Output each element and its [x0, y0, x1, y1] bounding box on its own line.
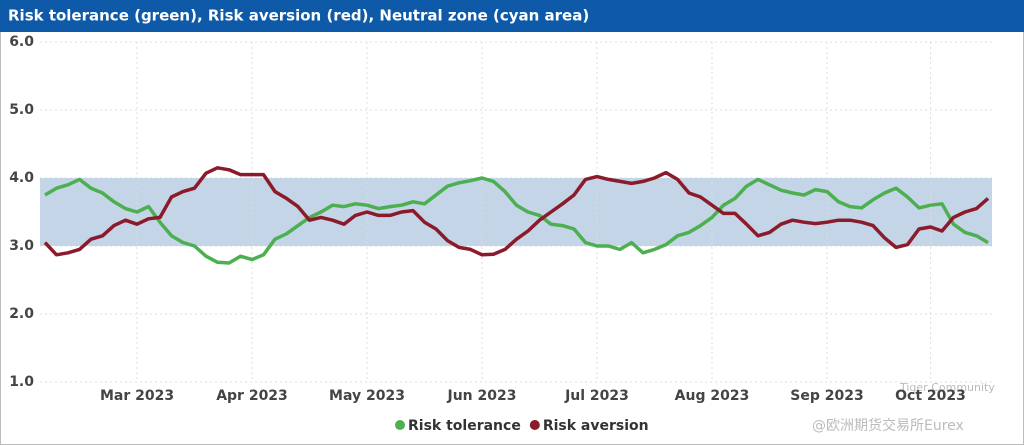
x-tick-label: Oct 2023 [895, 388, 966, 404]
x-tick-label: Apr 2023 [216, 388, 288, 404]
watermark: @欧洲期货交易所Eurex [812, 417, 964, 434]
chart-title: Risk tolerance (green), Risk aversion (r… [8, 7, 589, 25]
x-tick-label: Jul 2023 [564, 388, 629, 404]
y-tick-label: 4.0 [9, 170, 34, 186]
x-tick-label: Mar 2023 [100, 388, 174, 404]
x-tick-label: Aug 2023 [675, 388, 750, 404]
legend-marker [529, 420, 540, 430]
legend-marker [395, 420, 405, 430]
x-tick-label: Sep 2023 [790, 388, 863, 404]
y-tick-label: 3.0 [9, 238, 34, 254]
neutral-zone [40, 178, 992, 246]
x-tick-label: Jun 2023 [447, 388, 517, 404]
legend-label[interactable]: Risk aversion [543, 418, 649, 434]
x-tick-label: May 2023 [329, 388, 405, 404]
y-tick-label: 2.0 [9, 306, 34, 322]
y-tick-label: 1.0 [9, 374, 34, 390]
watermark: Tiger Community [899, 381, 995, 394]
y-tick-label: 6.0 [9, 34, 34, 50]
y-tick-label: 5.0 [9, 102, 34, 118]
series-line [44, 176, 989, 265]
series-line [43, 166, 990, 257]
legend-label[interactable]: Risk tolerance [408, 418, 521, 434]
title-bar [0, 0, 1024, 32]
